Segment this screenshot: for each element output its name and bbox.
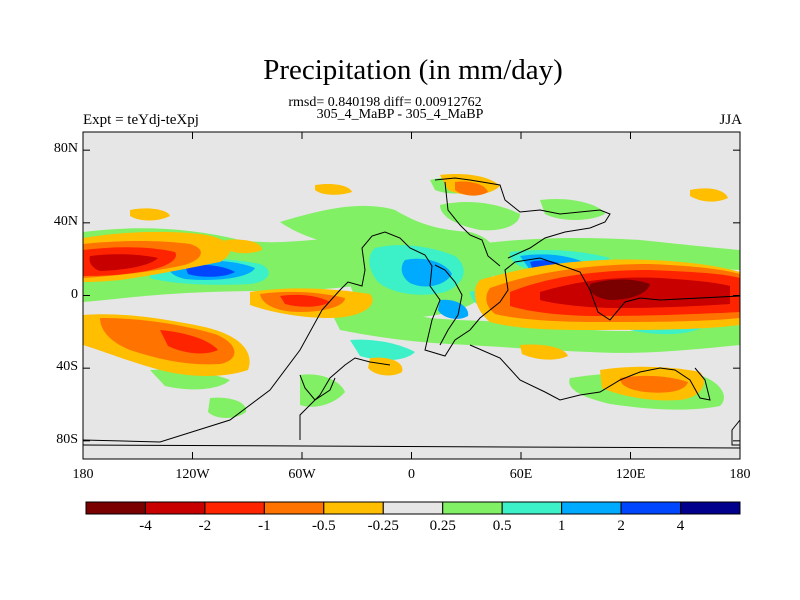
coastlines	[83, 177, 740, 449]
colorbar-swatch	[323, 501, 384, 515]
stats-line: rmsd= 0.840198 diff= 0.00912762	[288, 95, 482, 110]
colorbar	[85, 501, 741, 515]
colorbar-swatch	[620, 501, 682, 515]
x-tick-label: 180	[72, 467, 94, 482]
x-tick-label: 120W	[175, 467, 210, 482]
colorbar-label: 0.5	[492, 518, 512, 534]
colorbar-label: -4	[139, 518, 152, 534]
y-tick-label: 40S	[56, 359, 78, 375]
colorbar-label: 1	[557, 518, 566, 534]
season-label: JJA	[719, 112, 742, 128]
x-tick-label: 60E	[509, 467, 533, 482]
plot-title: Precipitation (in mm/day)	[263, 54, 563, 86]
colorbar-swatch	[442, 501, 503, 515]
y-tick-label: 80N	[53, 141, 78, 157]
x-tick-label: 60W	[288, 467, 316, 482]
colorbar-swatch	[680, 501, 741, 515]
y-tick-label: 40N	[53, 213, 78, 229]
colorbar-swatch	[204, 501, 265, 515]
colorbar-swatch	[85, 501, 146, 515]
colorbar-label: 2	[617, 518, 625, 534]
negative-extreme-areas	[589, 279, 650, 300]
experiment-label: Expt = teYdj-teXpj	[83, 112, 199, 128]
colorbar-swatch	[561, 501, 622, 515]
colorbar-label: -0.5	[311, 518, 336, 534]
x-tick-label: 0	[408, 467, 415, 482]
y-tick-label: 0	[71, 286, 78, 302]
colorbar-label: 0.25	[429, 518, 456, 534]
map-field	[83, 132, 740, 459]
x-tick-label: 120E	[615, 467, 646, 482]
colorbar-swatch	[263, 501, 325, 515]
colorbar-label: -1	[258, 518, 271, 534]
y-tick-label: 80S	[56, 431, 78, 447]
colorbar-label: -0.25	[367, 518, 399, 534]
colorbar-label: 4	[676, 518, 685, 534]
colorbar-swatch	[144, 501, 206, 515]
axis-ticks	[82, 132, 741, 459]
x-tick-label: 180	[729, 467, 751, 482]
colorbar-swatch	[501, 501, 563, 515]
colorbar-swatch	[382, 501, 444, 515]
plot-subtitle: 305_4_MaBP - 305_4_MaBP	[316, 107, 484, 122]
colorbar-label: -2	[198, 518, 212, 534]
